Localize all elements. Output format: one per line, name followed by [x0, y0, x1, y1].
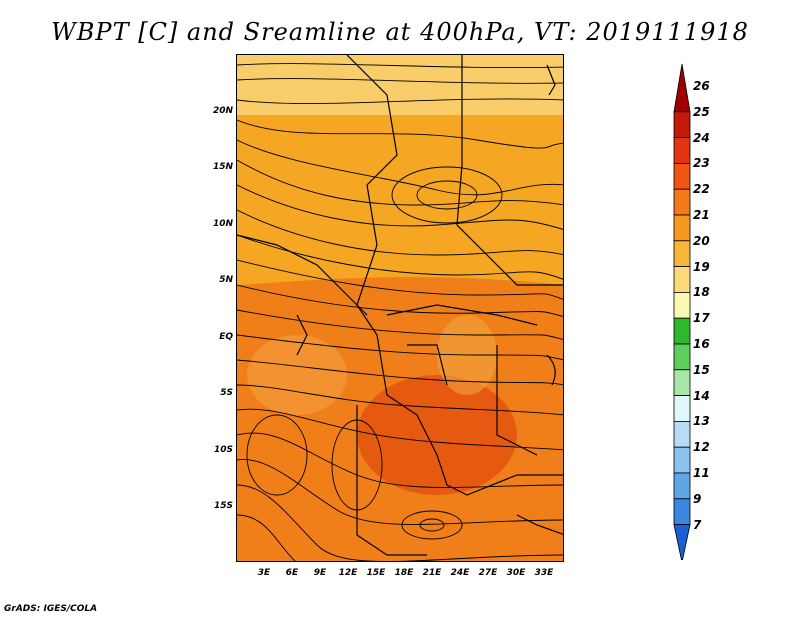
colorbar-segment — [673, 214, 691, 242]
colorbar-segment — [673, 163, 691, 190]
colorbar-label: 12 — [693, 440, 710, 455]
lat-label-20n: 20N — [212, 106, 233, 116]
colorbar-label: 21 — [693, 208, 710, 222]
colorbar-segment — [673, 343, 691, 371]
colorbar-segment — [673, 395, 691, 422]
colorbar-segment — [673, 420, 691, 448]
map-canvas — [237, 55, 563, 561]
colorbar-label: 14 — [693, 388, 710, 403]
lon-label-33e: 33E — [534, 568, 554, 578]
colorbar-segment — [673, 137, 691, 164]
colorbar-segment — [673, 291, 691, 319]
colorbar-label: 26 — [693, 79, 710, 93]
colorbar-segment — [673, 524, 691, 560]
chart-title: WBPT [C] and Sreamline at 400hPa, VT: 20… — [51, 18, 749, 46]
colorbar-segment — [673, 188, 691, 216]
lon-label-12e: 12E — [338, 568, 358, 578]
colorbar-segment — [673, 240, 691, 268]
colorbar-segment — [673, 111, 691, 138]
colorbar-segment — [673, 498, 691, 525]
colorbar-segment — [673, 369, 691, 396]
colorbar-label: 15 — [693, 362, 710, 377]
colorbar — [673, 63, 691, 560]
lon-label-6e: 6E — [285, 568, 299, 578]
lat-label-eq: EQ — [219, 332, 233, 342]
colorbar-label: 25 — [693, 104, 710, 119]
colorbar-label: 22 — [693, 182, 710, 197]
lon-label-27e: 27E — [478, 568, 498, 578]
lon-label-15e: 15E — [366, 568, 386, 578]
colorbar-label: 19 — [693, 259, 710, 274]
colorbar-label: 16 — [693, 337, 710, 351]
colorbar-label: 20 — [693, 233, 710, 248]
lat-label-15n: 15N — [212, 162, 233, 172]
lat-label-15s: 15S — [213, 501, 233, 511]
lat-label-10n: 10N — [212, 219, 233, 229]
lon-label-3e: 3E — [257, 568, 271, 578]
map-panel — [236, 54, 564, 562]
colorbar-segment — [673, 472, 691, 500]
colorbar-label: 7 — [693, 517, 702, 532]
colorbar-label: 17 — [693, 311, 710, 326]
colorbar-label: 11 — [693, 466, 710, 480]
lon-label-30e: 30E — [506, 568, 526, 578]
lat-label-10s: 10S — [213, 445, 233, 455]
lat-label-5s: 5S — [220, 388, 233, 398]
lon-label-24e: 24E — [450, 568, 470, 578]
colorbar-label: 9 — [693, 491, 702, 506]
country-borders — [237, 55, 563, 556]
lon-label-21e: 21E — [422, 568, 442, 578]
lon-label-9e: 9E — [313, 568, 327, 578]
lat-label-5n: 5N — [219, 275, 233, 285]
colorbar-segment — [673, 63, 691, 113]
colorbar-segment — [673, 317, 691, 345]
colorbar-segment — [673, 446, 691, 474]
lon-label-18e: 18E — [394, 568, 414, 578]
colorbar-label: 18 — [693, 285, 710, 300]
colorbar-segment — [673, 266, 691, 293]
colorbar-label: 23 — [693, 156, 710, 171]
footer-credit: GrADS: IGES/COLA — [4, 604, 98, 614]
colorbar-label: 13 — [693, 414, 710, 429]
colorbar-label: 24 — [693, 130, 710, 145]
